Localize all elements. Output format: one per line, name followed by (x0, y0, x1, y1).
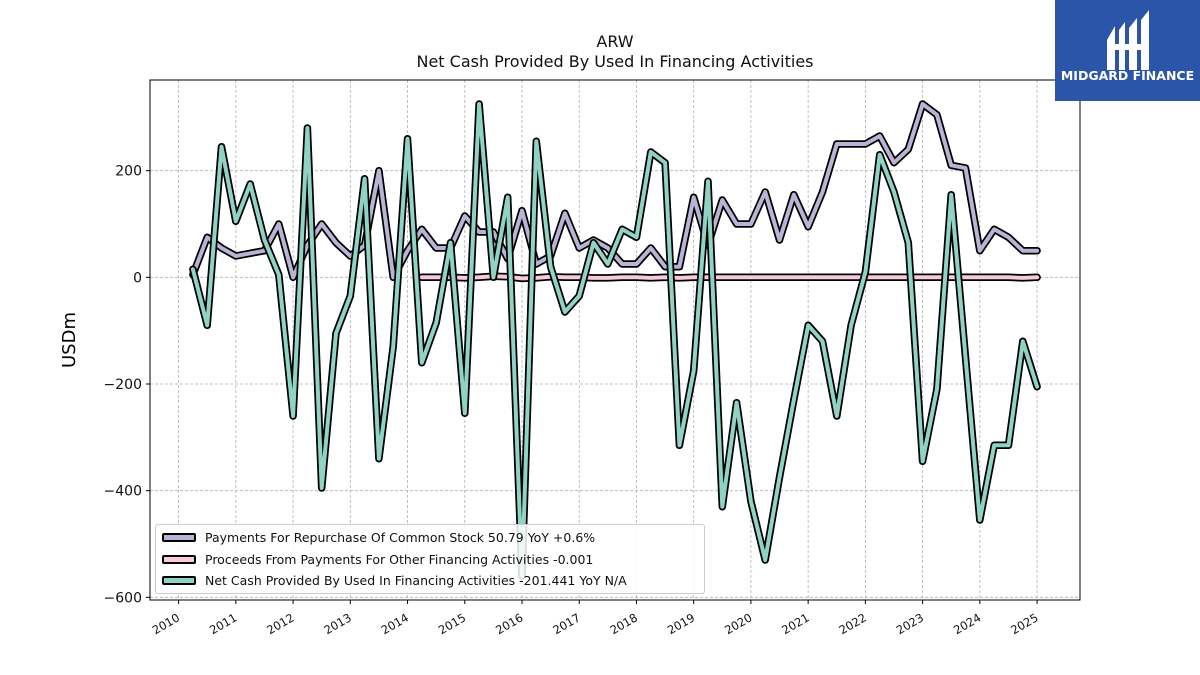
chart-title: ARW (596, 32, 634, 51)
logo-brand-text: MIDGARD FINANCE (1060, 68, 1195, 83)
series-line-net-financing (189, 100, 1041, 580)
y-tick-label: 0 (133, 270, 142, 286)
legend-label-net-financing: Net Cash Provided By Used In Financing A… (205, 572, 627, 588)
x-tick-label: 2014 (379, 610, 411, 637)
series-lines (189, 100, 1041, 580)
x-axis-ticks: 2010 2011 2012 2013 2014 2015 2016 2017 2018 2019… (150, 600, 1041, 637)
y-tick-label: 200 (115, 164, 142, 180)
x-tick-label: 2024 (951, 610, 983, 637)
x-tick-label: 2025 (1008, 610, 1040, 637)
legend-label-repurchase: Payments For Repurchase Of Common Stock … (205, 529, 596, 545)
series-line-other-financing (418, 272, 1041, 283)
x-tick-label: 2022 (837, 610, 869, 637)
brand-logo: MIDGARD FINANCE (1055, 0, 1200, 101)
x-tick-label: 2010 (150, 610, 182, 637)
legend-item-other-financing: Proceeds From Payments For Other Financi… (162, 550, 593, 568)
x-tick-label: 2016 (493, 610, 525, 637)
y-tick-label: −400 (104, 484, 142, 500)
chart-subtitle: Net Cash Provided By Used In Financing A… (416, 52, 814, 71)
y-axis-ticks: 200 0 −200 −400 −600 (104, 164, 150, 606)
x-tick-label: 2015 (436, 610, 468, 637)
y-tick-label: −200 (104, 377, 142, 393)
legend-item-repurchase: Payments For Repurchase Of Common Stock … (162, 528, 595, 546)
series-line-net-financing-outline (189, 100, 1041, 580)
plot-frame (149, 79, 1081, 601)
legend-swatch-other-financing (162, 554, 196, 564)
series-line-net-financing-fill (190, 102, 1040, 578)
logo-mark-icon (1107, 10, 1149, 70)
legend-label-other-financing: Proceeds From Payments For Other Financi… (205, 551, 594, 567)
y-axis-label: USDm (59, 312, 80, 368)
x-tick-label: 2017 (550, 610, 582, 637)
legend-swatch-repurchase (162, 532, 196, 542)
x-tick-label: 2019 (665, 610, 697, 637)
y-tick-label: −600 (104, 590, 142, 606)
x-tick-label: 2013 (321, 610, 353, 637)
x-tick-label: 2012 (264, 610, 296, 637)
x-tick-label: 2023 (894, 610, 926, 637)
x-tick-label: 2018 (608, 610, 640, 637)
legend: Payments For Repurchase Of Common Stock … (155, 524, 705, 594)
legend-item-net-financing: Net Cash Provided By Used In Financing A… (162, 571, 627, 589)
legend-swatch-net-financing (162, 575, 196, 585)
x-tick-label: 2020 (722, 610, 754, 637)
series-line-other-financing-fill (419, 274, 1040, 281)
x-tick-label: 2021 (779, 610, 811, 637)
x-tick-label: 2011 (207, 610, 239, 637)
